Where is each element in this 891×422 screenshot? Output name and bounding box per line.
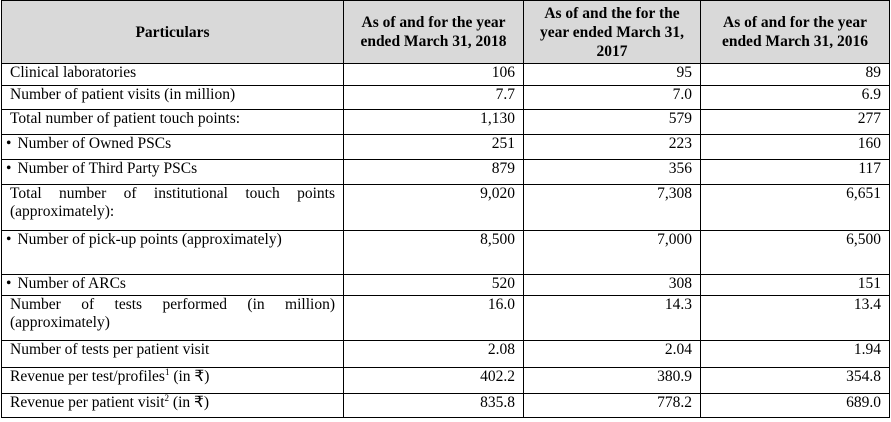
table-row: Clinical laboratories 106 95 89 xyxy=(1,63,890,86)
header-fy2018: As of and for the year ended March 31, 2… xyxy=(343,0,524,64)
value-fy2018: 7.7 xyxy=(343,85,524,110)
row-label-text: Number of patient visits (in million) xyxy=(10,86,236,103)
value-fy2017: 14.3 xyxy=(523,295,701,341)
bullet-icon: • xyxy=(6,231,12,248)
value-fy2017: 778.2 xyxy=(523,393,701,418)
value-fy2016: 151 xyxy=(700,274,890,296)
value-fy2017: 7.0 xyxy=(523,85,701,110)
table-row: Revenue per patient visit2 (in ₹) 835.8 77… xyxy=(1,393,890,418)
value-fy2018: 2.08 xyxy=(343,340,524,368)
row-label: Revenue per test/profiles1 (in ₹) xyxy=(1,367,344,394)
value-fy2017: 308 xyxy=(523,274,701,296)
table-row: Number of patient visits (in million) 7.7… xyxy=(1,85,890,110)
value-fy2018: 520 xyxy=(343,274,524,296)
row-label-text: Total number of institutional touch poin… xyxy=(10,185,335,220)
value-fy2018: 251 xyxy=(343,134,524,160)
row-label: • Number of pick-up points (approximately… xyxy=(1,230,344,275)
value-fy2016: 1.94 xyxy=(700,340,890,368)
row-label-text: Number of Third Party PSCs xyxy=(17,160,198,177)
table-row: • Number of pick-up points (approximately… xyxy=(1,230,890,275)
value-fy2016: 277 xyxy=(700,109,890,135)
table-row: • Number of ARCs 520 308 151 xyxy=(1,274,890,296)
value-fy2016: 89 xyxy=(700,63,890,86)
unit-suffix: (in ₹) xyxy=(169,394,210,411)
row-label: • Number of Third Party PSCs xyxy=(1,159,344,185)
value-fy2016: 6.9 xyxy=(700,85,890,110)
value-fy2018: 8,500 xyxy=(343,230,524,275)
row-label-text: Number of ARCs xyxy=(17,275,126,292)
value-fy2018: 879 xyxy=(343,159,524,185)
table-row: Number of tests per patient visit 2.08 2.0… xyxy=(1,340,890,368)
bullet-icon: • xyxy=(6,160,12,177)
bullet-icon: • xyxy=(6,135,12,152)
value-fy2016: 354.8 xyxy=(700,367,890,394)
row-label-text: Number of Owned PSCs xyxy=(17,135,172,152)
value-fy2017: 95 xyxy=(523,63,701,86)
value-fy2017: 7,308 xyxy=(523,184,701,231)
table-row: Total number of institutional touch poin… xyxy=(1,184,890,231)
row-label-text: Number of tests performed (in million) (… xyxy=(10,296,335,331)
row-label-text: Revenue per patient visit xyxy=(10,394,165,411)
header-fy2016: As of and for the year ended March 31, 2… xyxy=(700,0,890,64)
value-fy2018: 9,020 xyxy=(343,184,524,231)
row-label-text: Number of tests per patient visit xyxy=(10,341,210,358)
row-label: • Number of ARCs xyxy=(1,274,344,296)
value-fy2016: 689.0 xyxy=(700,393,890,418)
value-fy2016: 6,500 xyxy=(700,230,890,275)
value-fy2017: 579 xyxy=(523,109,701,135)
value-fy2017: 223 xyxy=(523,134,701,160)
footnote-marker: 2 xyxy=(164,393,170,403)
table-row: Total number of patient touch points: 1,1… xyxy=(1,109,890,135)
row-label: Clinical laboratories xyxy=(1,63,344,86)
table-row: • Number of Owned PSCs 251 223 160 xyxy=(1,134,890,160)
row-label: Number of tests performed (in million) (… xyxy=(1,295,344,341)
unit-suffix: (in ₹) xyxy=(169,368,210,385)
row-label: Revenue per patient visit2 (in ₹) xyxy=(1,393,344,418)
value-fy2018: 835.8 xyxy=(343,393,524,418)
header-row: Particulars As of and for the year ended… xyxy=(1,0,890,64)
row-label-text: Total number of patient touch points: xyxy=(10,110,241,127)
value-fy2017: 7,000 xyxy=(523,230,701,275)
row-label-text: Clinical laboratories xyxy=(10,64,137,81)
table-row: Number of tests performed (in million) (… xyxy=(1,295,890,341)
header-fy2017: As of and the for the year ended March 3… xyxy=(523,0,701,64)
value-fy2016: 160 xyxy=(700,134,890,160)
row-label: Number of tests per patient visit xyxy=(1,340,344,368)
row-label-text: Revenue per test/profiles xyxy=(10,368,165,385)
row-label: Total number of institutional touch poin… xyxy=(1,184,344,231)
value-fy2016: 13.4 xyxy=(700,295,890,341)
table-row: Revenue per test/profiles1 (in ₹) 402.2 38… xyxy=(1,367,890,394)
header-particulars: Particulars xyxy=(1,0,344,64)
value-fy2018: 106 xyxy=(343,63,524,86)
row-label: Total number of patient touch points: xyxy=(1,109,344,135)
row-label-text: Number of pick-up points (approximately) xyxy=(17,231,282,248)
value-fy2018: 16.0 xyxy=(343,295,524,341)
value-fy2016: 117 xyxy=(700,159,890,185)
table-row: • Number of Third Party PSCs 879 356 117 xyxy=(1,159,890,185)
value-fy2018: 1,130 xyxy=(343,109,524,135)
footnote-marker: 1 xyxy=(164,367,170,377)
row-label: Number of patient visits (in million) xyxy=(1,85,344,110)
value-fy2017: 2.04 xyxy=(523,340,701,368)
bullet-icon: • xyxy=(6,275,12,292)
value-fy2016: 6,651 xyxy=(700,184,890,231)
value-fy2018: 402.2 xyxy=(343,367,524,394)
value-fy2017: 356 xyxy=(523,159,701,185)
value-fy2017: 380.9 xyxy=(523,367,701,394)
row-label: • Number of Owned PSCs xyxy=(1,134,344,160)
